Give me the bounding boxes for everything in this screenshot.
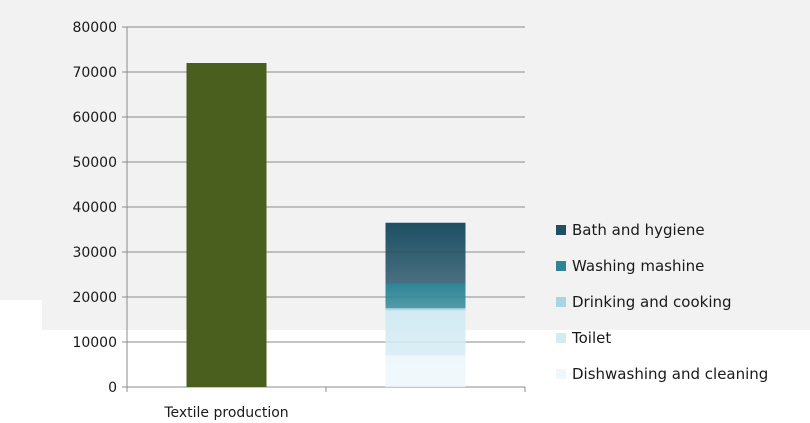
y-tick-label: 60000 (72, 110, 117, 126)
legend-label: Toilet (571, 329, 611, 347)
legend-swatch (556, 225, 566, 235)
bar-segment-washing-mashine (385, 283, 466, 309)
y-tick-label: 0 (108, 380, 117, 396)
x-category-label: Textile production (163, 405, 288, 421)
y-tick-label: 30000 (72, 245, 117, 261)
bar-segment-toilet (385, 310, 466, 356)
panel-corner (0, 300, 42, 423)
legend-label: Bath and hygiene (572, 221, 705, 239)
y-tick-label: 20000 (72, 290, 117, 306)
y-tick-label: 40000 (72, 200, 117, 216)
y-tick-label: 70000 (72, 65, 117, 81)
bar-segment-textile-production (186, 63, 267, 387)
legend-swatch (556, 369, 566, 379)
legend-label: Drinking and cooking (572, 293, 732, 311)
legend-swatch (556, 297, 566, 307)
legend-label: Washing mashine (572, 257, 704, 275)
legend-swatch (556, 261, 566, 271)
y-tick-label: 10000 (72, 335, 117, 351)
bar-segment-bath-and-hygiene (385, 222, 466, 284)
legend-swatch (556, 333, 566, 343)
y-tick-label: 80000 (72, 20, 117, 36)
bar-segment-drinking-and-cooking (385, 308, 466, 311)
bar-segment-dishwashing-and-cleaning (385, 355, 466, 387)
y-tick-label: 50000 (72, 155, 117, 171)
legend-label: Dishwashing and cleaning (572, 365, 768, 383)
